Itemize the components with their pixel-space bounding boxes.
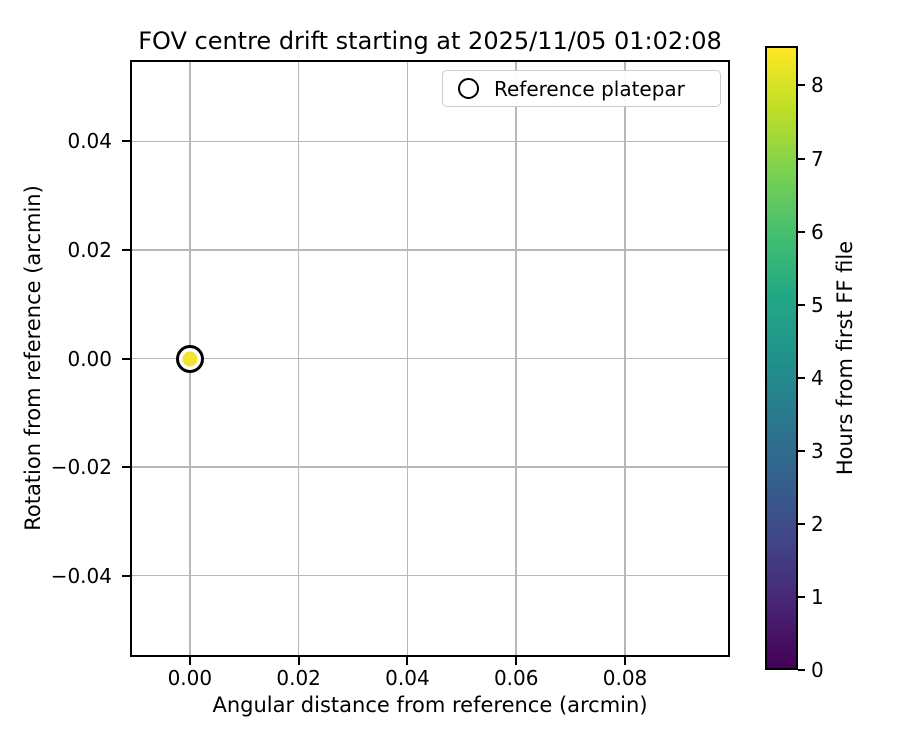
x-tick-mark xyxy=(406,657,409,665)
y-tick-label: 0.00 xyxy=(67,346,112,371)
colorbar-tick-label: 2 xyxy=(811,511,824,536)
colorbar-tick-label: 3 xyxy=(811,438,824,463)
colorbar-tick-mark xyxy=(798,449,805,452)
colorbar-tick-mark xyxy=(798,84,805,87)
gridline-horizontal xyxy=(130,466,730,468)
colorbar-tick-label: 5 xyxy=(811,292,824,317)
y-tick-mark xyxy=(122,248,130,251)
colorbar-tick-label: 6 xyxy=(811,219,824,244)
x-tick-label: 0.08 xyxy=(602,666,648,690)
colorbar-tick-label: 4 xyxy=(811,365,824,390)
x-tick-label: 0.02 xyxy=(276,666,321,690)
gridline-horizontal xyxy=(130,357,730,360)
colorbar-tick-label: 8 xyxy=(811,73,824,98)
x-axis-label: Angular distance from reference (arcmin) xyxy=(212,693,648,717)
legend-label: Reference platepar xyxy=(494,76,685,101)
colorbar-tick-mark xyxy=(798,522,805,525)
colorbar-tick-mark xyxy=(798,303,805,306)
y-tick-label: 0.04 xyxy=(67,129,112,154)
x-tick-mark xyxy=(515,657,518,665)
y-tick-label: −0.02 xyxy=(50,455,112,480)
colorbar-tick-label: 0 xyxy=(811,658,824,682)
open-circle-marker-icon xyxy=(458,78,479,99)
colorbar-tick-mark xyxy=(798,230,805,233)
y-tick-mark xyxy=(122,140,130,143)
colorbar-tick-mark xyxy=(798,669,805,671)
x-tick-label: 0.04 xyxy=(385,666,430,690)
y-tick-mark xyxy=(122,357,130,360)
colorbar-tick-mark xyxy=(798,595,805,598)
y-tick-mark xyxy=(122,466,130,469)
x-tick-mark xyxy=(624,657,626,665)
gridline-horizontal xyxy=(130,249,730,251)
data-point xyxy=(180,349,200,368)
colorbar-tick-mark xyxy=(798,157,805,160)
colorbar-tick-mark xyxy=(798,376,805,379)
gridline-horizontal xyxy=(130,140,730,143)
colorbar xyxy=(765,46,798,670)
x-tick-mark xyxy=(297,657,300,665)
colorbar-label: Hours from first FF file xyxy=(833,240,857,476)
chart-title: FOV centre drift starting at 2025/11/05 … xyxy=(138,27,722,55)
colorbar-tick-label: 1 xyxy=(811,584,824,609)
y-tick-label: 0.02 xyxy=(67,237,112,262)
y-tick-label: −0.04 xyxy=(50,563,112,588)
legend: Reference platepar xyxy=(442,70,721,107)
colorbar-tick-label: 7 xyxy=(811,146,824,171)
gridline-horizontal xyxy=(130,574,730,577)
x-tick-label: 0.06 xyxy=(493,666,539,690)
x-tick-mark xyxy=(188,657,191,665)
x-tick-label: 0.00 xyxy=(167,666,213,690)
y-tick-mark xyxy=(122,574,130,577)
